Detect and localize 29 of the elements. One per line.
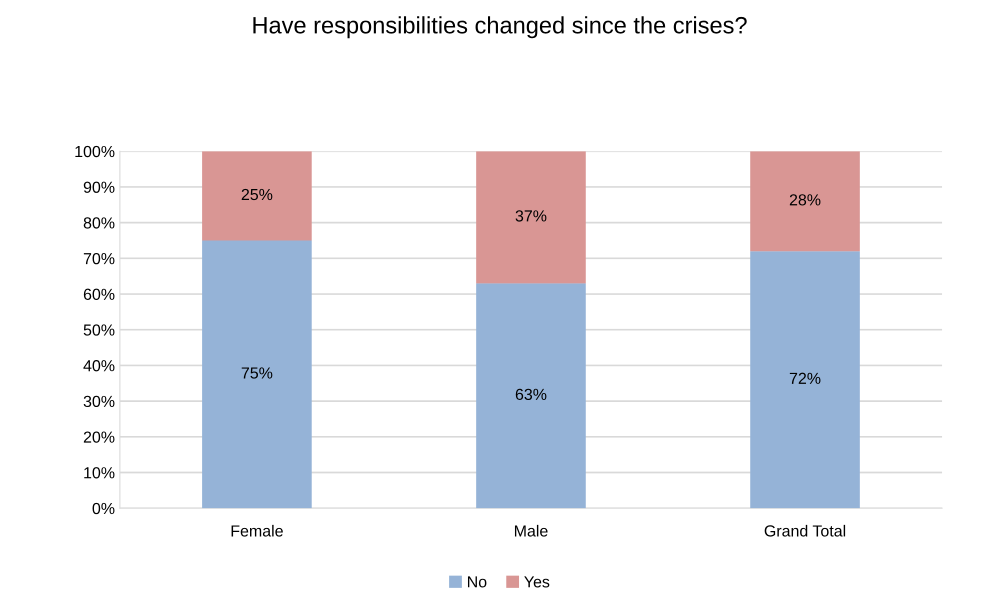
data-label: 25% [242,188,272,200]
y-tick-label: 50% [84,324,114,336]
x-tick-label: Female [232,524,283,537]
y-tick-label: 40% [83,360,114,372]
legend-label: Yes [524,576,550,588]
data-label: 37% [516,210,546,222]
legend-label: No [468,576,486,588]
data-label: 28% [790,194,820,206]
bar [750,251,860,508]
y-tick-label: 90% [84,182,114,193]
y-tick-label: 60% [84,288,114,300]
y-tick-label: 10% [84,467,114,478]
data-label: 72% [790,372,820,384]
data-label: 63% [516,388,546,400]
bar [750,151,860,252]
chart-title: Have responsibilities changed since the crises? [253,16,747,38]
bar [202,240,312,508]
x-tick-label: Male [514,524,548,537]
bar [202,151,312,240]
y-tick-label: 20% [84,431,114,443]
y-tick-label: 30% [84,396,114,408]
y-tick-label: 100% [75,146,114,158]
y-tick-label: 0% [92,502,114,514]
bar [476,283,586,508]
y-tick-label: 80% [84,217,114,229]
y-tick-label: 70% [84,252,114,264]
x-tick-label: Grand Total [764,524,846,537]
bar [476,151,586,284]
data-label: 75% [242,367,272,379]
